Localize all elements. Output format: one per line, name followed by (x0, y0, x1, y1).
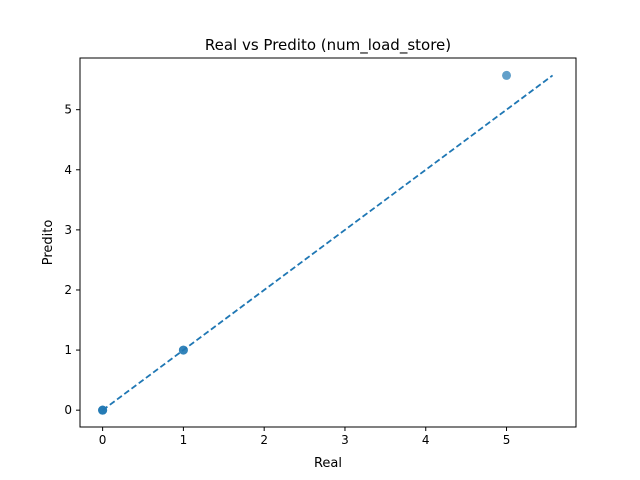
x-tick-label: 2 (260, 433, 268, 447)
reference-line (102, 74, 554, 411)
y-tick-label: 5 (64, 103, 72, 117)
y-tick-label: 4 (64, 163, 72, 177)
y-tick-label: 1 (64, 343, 72, 357)
y-tick-label: 2 (64, 283, 72, 297)
x-axis-label: Real (314, 456, 342, 471)
chart-title: Real vs Predito (num_load_store) (205, 36, 451, 55)
y-axis: 0 1 2 3 4 5 (64, 103, 80, 417)
y-tick-label: 3 (64, 223, 72, 237)
y-tick-label: 0 (64, 403, 72, 417)
x-tick-label: 0 (99, 433, 107, 447)
y-axis-label: Predito (41, 220, 56, 266)
plot-frame (79, 57, 577, 428)
x-tick-label: 1 (180, 433, 188, 447)
x-tick-label: 3 (341, 433, 349, 447)
x-tick-label: 5 (503, 433, 511, 447)
plot-content (98, 70, 554, 415)
x-tick-label: 4 (422, 433, 430, 447)
data-point (502, 70, 512, 80)
x-axis: 0 1 2 3 4 5 (99, 427, 511, 447)
